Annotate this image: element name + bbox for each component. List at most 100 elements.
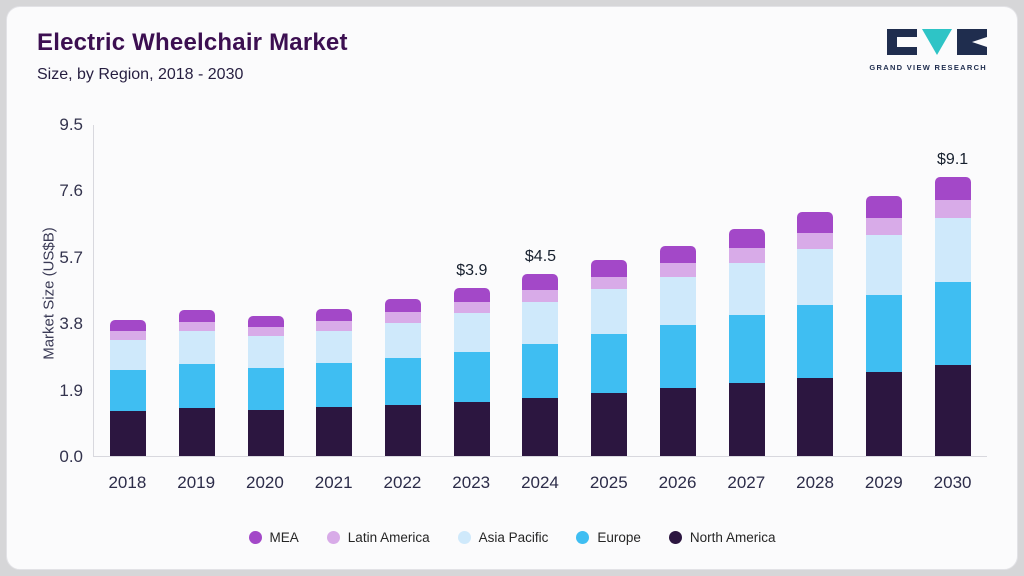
bar-segment-europe xyxy=(453,352,490,402)
bar-segment-mea xyxy=(110,320,147,332)
bar-2019 xyxy=(163,125,232,456)
legend: MEA Latin America Asia Pacific Europe North … xyxy=(7,530,1017,545)
x-axis: 2018 2019 2020 2021 2022 2023 2024 2025 2026 2027… xyxy=(93,473,987,493)
bar-2025 xyxy=(575,125,644,456)
bar-segment-latin-america xyxy=(179,321,216,332)
y-axis-tick: 1.9 xyxy=(59,380,83,400)
bar-segment-europe xyxy=(865,295,902,372)
y-axis-tick: 9.5 xyxy=(59,115,83,134)
x-axis-label: 2020 xyxy=(246,473,284,492)
bar-segment-europe xyxy=(934,281,971,365)
bar-segment-mea xyxy=(728,228,765,248)
bar-segment-north-america xyxy=(110,410,147,456)
y-axis-tick: 3.8 xyxy=(59,314,83,334)
bar-segment-europe xyxy=(797,305,834,378)
x-axis-label: 2025 xyxy=(589,473,628,492)
bar-segment-mea xyxy=(591,260,628,277)
bar-segment-asia-pacific xyxy=(728,262,765,315)
bar-segment-europe xyxy=(247,367,284,410)
bar-segment-mea xyxy=(659,245,696,264)
bar-2022 xyxy=(369,125,438,456)
bar-2027 xyxy=(712,125,781,456)
bar-segment-latin-america xyxy=(797,232,834,249)
bar-segment-north-america xyxy=(179,407,216,456)
bar-segment-mea xyxy=(179,309,216,322)
legend-swatch xyxy=(457,531,471,544)
bar-segment-latin-america xyxy=(453,302,490,314)
bar-2020 xyxy=(231,125,300,456)
bar-segment-latin-america xyxy=(934,199,971,219)
bar-segment-north-america xyxy=(385,405,422,456)
stacked-bar xyxy=(728,228,765,456)
bar-2024: $4.5 xyxy=(506,125,575,456)
chart-card: Electric Wheelchair Market Size, by Regi… xyxy=(6,6,1018,570)
x-axis-label: 2023 xyxy=(452,473,491,492)
legend-label: Europe xyxy=(597,530,641,545)
x-axis-label: 2027 xyxy=(727,473,766,492)
bar-value-label: $3.9 xyxy=(456,261,488,279)
bar-2029 xyxy=(850,125,919,456)
stacked-bar xyxy=(934,176,971,456)
logo-text: GRAND VIEW RESEARCH xyxy=(869,63,987,72)
bar-segment-asia-pacific xyxy=(385,322,422,359)
legend-swatch xyxy=(576,531,590,544)
legend-label: Asia Pacific xyxy=(478,530,549,545)
page-title: Electric Wheelchair Market xyxy=(37,29,348,56)
bar-segment-asia-pacific xyxy=(522,302,559,344)
stacked-bar xyxy=(110,320,147,456)
bar-value-label: $4.5 xyxy=(524,248,557,266)
x-axis-label: 2028 xyxy=(796,473,834,492)
bar-segment-latin-america xyxy=(659,263,696,278)
legend-label: Latin America xyxy=(347,530,430,545)
x-axis-label: 2022 xyxy=(383,473,422,492)
bar-segment-north-america xyxy=(728,382,765,456)
bar-segment-mea xyxy=(797,212,834,233)
bar-segment-latin-america xyxy=(385,312,422,323)
bar-2018 xyxy=(94,125,163,456)
bar-segment-europe xyxy=(179,364,216,408)
bar-segment-north-america xyxy=(797,377,834,456)
bar-segment-mea xyxy=(316,308,353,322)
bar-segment-europe xyxy=(591,334,628,393)
bar-segment-latin-america xyxy=(316,321,353,331)
bar-segment-asia-pacific xyxy=(591,289,628,335)
x-axis-label: 2029 xyxy=(864,473,903,492)
legend-swatch xyxy=(248,531,262,544)
gvr-logo-icon xyxy=(887,29,987,55)
bar-segment-europe xyxy=(110,369,147,411)
y-axis-tick: 7.6 xyxy=(59,181,83,201)
bar-segment-north-america xyxy=(522,397,559,456)
x-axis-label: 2026 xyxy=(658,473,697,492)
bar-segment-europe xyxy=(522,343,559,398)
bar-segment-europe xyxy=(728,314,765,383)
stacked-bar xyxy=(659,245,696,456)
bar-segment-asia-pacific xyxy=(659,277,696,326)
x-axis-label: 2019 xyxy=(177,473,216,492)
legend-item-asia-pacific: Asia Pacific xyxy=(457,530,549,545)
heading-block: Electric Wheelchair Market Size, by Regi… xyxy=(37,29,348,84)
bar-segment-north-america xyxy=(934,364,971,456)
y-axis: 0.0 1.9 3.8 5.7 7.6 9.5 xyxy=(7,115,83,466)
bar-segment-europe xyxy=(316,363,353,408)
bar-segment-europe xyxy=(385,358,422,406)
y-axis-tick: 0.0 xyxy=(59,447,83,466)
bar-segment-latin-america xyxy=(110,331,147,340)
bar-segment-asia-pacific xyxy=(865,235,902,296)
stacked-bar xyxy=(591,260,628,456)
bar-segment-mea xyxy=(453,287,490,302)
bar-segment-latin-america xyxy=(728,247,765,263)
plot-area: $3.9 $4.5 $9.1 xyxy=(93,125,987,457)
bar-2026 xyxy=(644,125,713,456)
bar-segment-latin-america xyxy=(591,276,628,290)
legend-item-latin-america: Latin America xyxy=(326,530,430,545)
legend-swatch xyxy=(326,531,340,544)
x-axis-label: 2030 xyxy=(933,473,972,492)
bar-segment-latin-america xyxy=(247,327,284,337)
bar-value-label: $9.1 xyxy=(937,150,969,168)
legend-label: MEA xyxy=(269,530,299,545)
header: Electric Wheelchair Market Size, by Regi… xyxy=(37,29,987,84)
bar-segment-north-america xyxy=(316,407,353,456)
bar-2021 xyxy=(300,125,369,456)
bar-segment-mea xyxy=(247,315,284,328)
stacked-bar xyxy=(522,274,559,456)
